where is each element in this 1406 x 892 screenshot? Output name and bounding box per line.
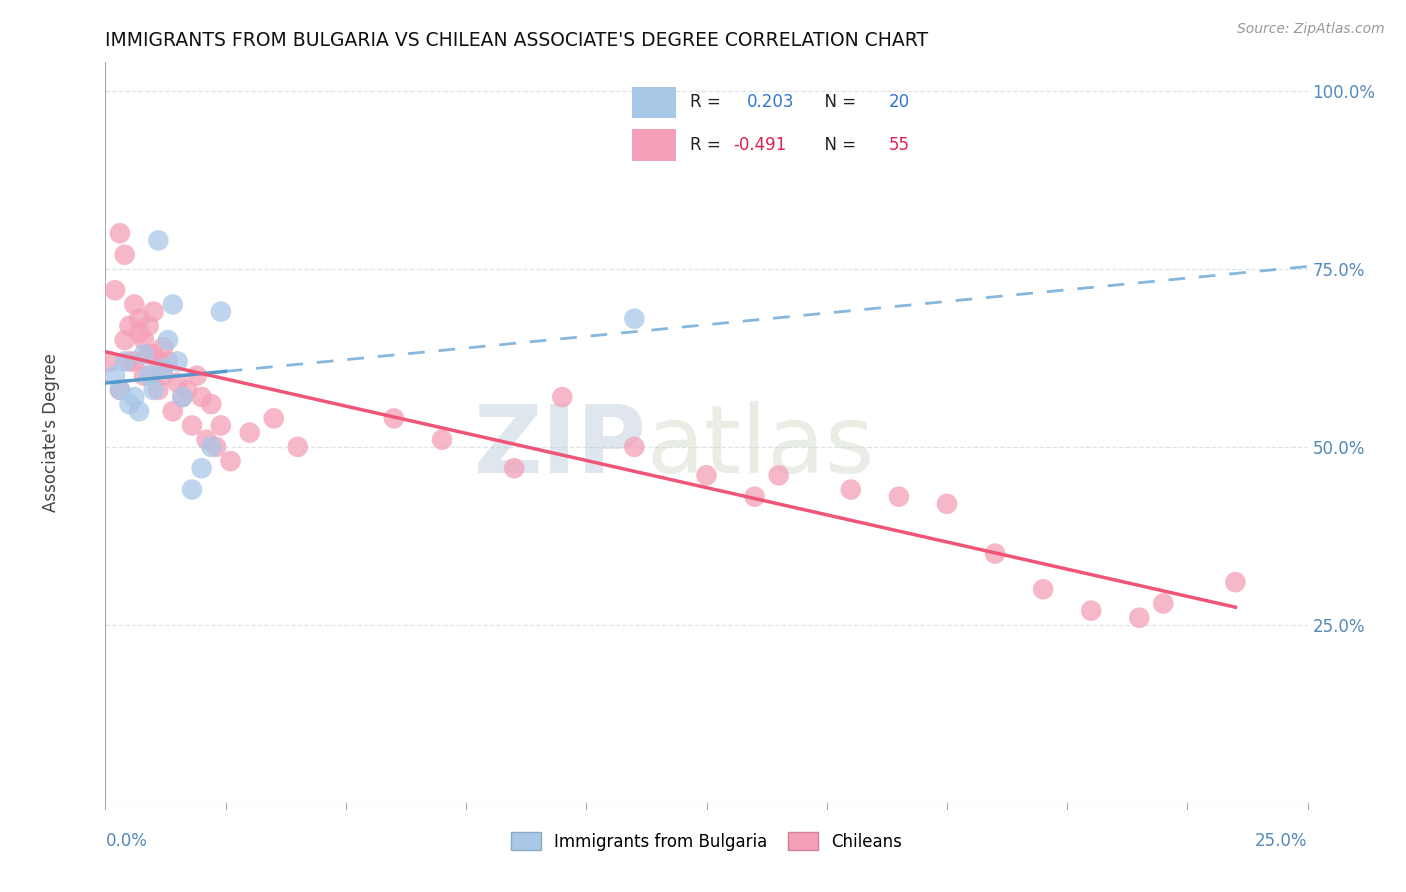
Point [128, 404, 150, 418]
Text: ZIP: ZIP [474, 401, 647, 493]
Point [696, 468, 718, 483]
Point [430, 433, 453, 447]
Point [181, 418, 204, 433]
Point [124, 354, 146, 368]
Point [128, 311, 150, 326]
Point [132, 333, 155, 347]
Point [124, 390, 146, 404]
Point [205, 440, 228, 454]
Point [138, 318, 160, 333]
Point [209, 304, 232, 318]
Point [156, 333, 179, 347]
Point [152, 368, 174, 383]
Point [142, 304, 165, 318]
Point [108, 227, 131, 241]
Point [382, 411, 405, 425]
Point [1152, 597, 1174, 611]
Point [114, 247, 136, 261]
Point [114, 333, 136, 347]
Legend: Immigrants from Bulgaria, Chileans: Immigrants from Bulgaria, Chileans [505, 825, 908, 857]
Point [172, 390, 194, 404]
Point [744, 490, 766, 504]
Text: Source: ZipAtlas.com: Source: ZipAtlas.com [1237, 22, 1385, 37]
Point [166, 376, 188, 390]
Point [209, 418, 232, 433]
Point [148, 383, 170, 397]
Point [623, 311, 645, 326]
Text: Associate's Degree: Associate's Degree [42, 353, 60, 512]
Point [162, 297, 184, 311]
Point [152, 340, 174, 354]
Point [142, 347, 165, 361]
Point [1080, 604, 1102, 618]
Point [152, 361, 174, 376]
Point [839, 483, 862, 497]
Point [176, 383, 198, 397]
Point [195, 433, 218, 447]
Point [148, 234, 170, 248]
Point [104, 368, 127, 383]
Point [1032, 582, 1054, 597]
Point [128, 326, 150, 340]
Point [172, 390, 194, 404]
Text: 25.0%: 25.0% [1256, 832, 1308, 850]
Point [181, 483, 204, 497]
Point [124, 297, 146, 311]
Text: atlas: atlas [647, 401, 875, 493]
Point [190, 390, 212, 404]
Point [200, 397, 222, 411]
Point [503, 461, 526, 475]
Point [108, 383, 131, 397]
Point [551, 390, 574, 404]
Point [132, 347, 155, 361]
Point [190, 461, 212, 475]
Point [200, 440, 222, 454]
Point [984, 547, 1007, 561]
Point [287, 440, 309, 454]
Point [108, 383, 131, 397]
Point [132, 368, 155, 383]
Point [623, 440, 645, 454]
Text: 0.0%: 0.0% [105, 832, 148, 850]
Text: IMMIGRANTS FROM BULGARIA VS CHILEAN ASSOCIATE'S DEGREE CORRELATION CHART: IMMIGRANTS FROM BULGARIA VS CHILEAN ASSO… [105, 31, 928, 50]
Point [936, 497, 959, 511]
Point [104, 283, 127, 297]
Point [114, 354, 136, 368]
Point [219, 454, 242, 468]
Point [98, 354, 121, 368]
Point [186, 368, 208, 383]
Point [118, 397, 141, 411]
Point [162, 404, 184, 418]
Point [887, 490, 910, 504]
Point [138, 368, 160, 383]
Point [1128, 611, 1150, 625]
Point [239, 425, 262, 440]
Point [156, 354, 179, 368]
Point [118, 354, 141, 368]
Point [1225, 575, 1247, 590]
Point [118, 318, 141, 333]
Point [768, 468, 790, 483]
Point [263, 411, 285, 425]
Point [138, 347, 160, 361]
Point [148, 354, 170, 368]
Point [166, 354, 188, 368]
Point [142, 383, 165, 397]
